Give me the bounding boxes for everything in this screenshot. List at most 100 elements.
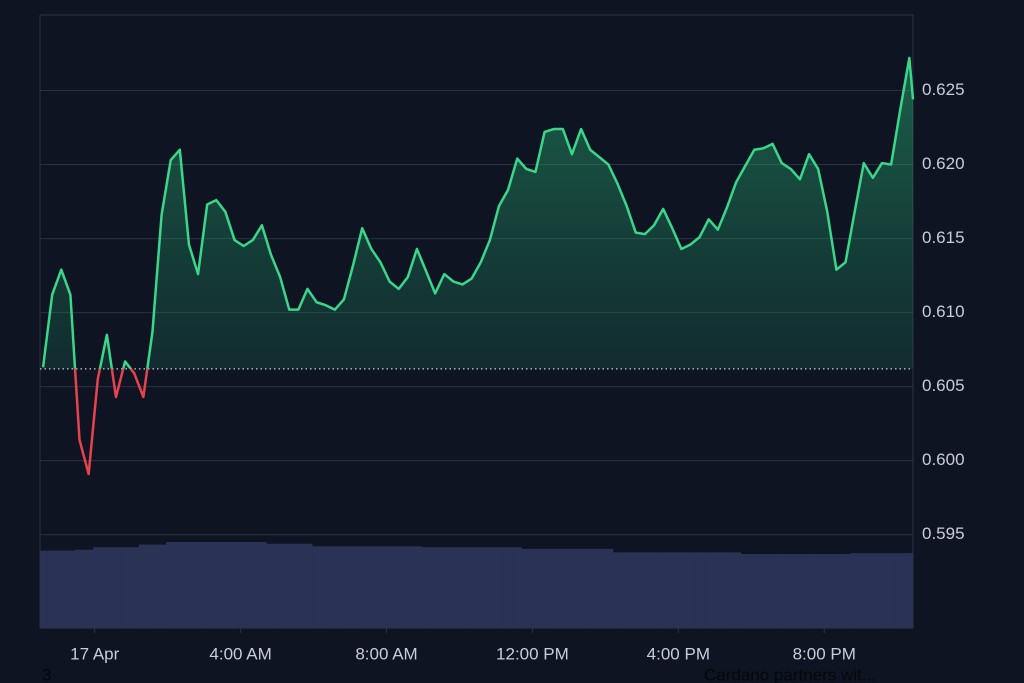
volume-bar [211, 542, 222, 628]
volume-bar [877, 553, 887, 628]
volume-bar [366, 546, 377, 628]
volume-bar [612, 552, 623, 628]
volume-bar [430, 547, 441, 628]
volume-bar [220, 542, 231, 628]
volume-bar [93, 547, 103, 628]
news-count: 3 [42, 665, 51, 683]
volume-bar [758, 554, 769, 628]
volume-bar [795, 554, 805, 628]
volume-bar [713, 552, 723, 628]
price-area [43, 57, 913, 369]
volume-bar [193, 542, 203, 628]
x-tick-label: 12:00 PM [496, 644, 569, 663]
volume-bar [558, 548, 568, 628]
volume-bar [421, 547, 431, 628]
volume-bar [667, 552, 678, 628]
volume-bar [503, 547, 513, 628]
volume-bar [676, 552, 687, 628]
volume-bar [111, 547, 121, 628]
volume-bar [56, 550, 67, 628]
volume-bar [631, 552, 641, 628]
volume-bar [658, 552, 668, 628]
volume-bar [147, 544, 158, 628]
volume-bar [649, 552, 659, 628]
volume-bar [375, 546, 386, 628]
volume-bar [293, 543, 304, 628]
volume-bar [74, 549, 85, 628]
volume-bar [84, 549, 94, 628]
volume-bar [777, 554, 787, 628]
volume-bar [859, 553, 869, 628]
volume-bar [886, 553, 896, 628]
volume-bar [685, 552, 696, 628]
volume-bar [722, 552, 732, 628]
volume-bar [348, 546, 358, 628]
volume-bar [485, 547, 495, 628]
volume-bar [850, 553, 860, 628]
volume-bar [266, 543, 276, 628]
volume-bar [448, 547, 459, 628]
volume-bar [47, 550, 58, 628]
volume-bar [576, 548, 586, 628]
y-tick-label: 0.615 [922, 228, 965, 247]
volume-bar [768, 554, 778, 628]
volume-bar [129, 547, 140, 628]
volume-bar [457, 547, 468, 628]
volume-bar [394, 546, 404, 628]
volume-bar [749, 554, 760, 628]
volume-bar [439, 547, 450, 628]
volume-bar [813, 554, 824, 628]
volume-bar [184, 542, 194, 628]
y-tick-label: 0.625 [922, 80, 965, 99]
y-tick-label: 0.610 [922, 302, 965, 321]
volume-bar [868, 553, 878, 628]
volume-bar [831, 554, 842, 628]
volume-bar [385, 546, 395, 628]
volume-bar [603, 548, 614, 628]
volume-bar [840, 554, 851, 628]
volume-bar [166, 542, 176, 628]
volume-bar [540, 548, 550, 628]
volume-bar [786, 554, 796, 628]
volume-bar [229, 542, 240, 628]
volume-bar [740, 554, 751, 628]
news-headline: Cardano partners wit... [704, 665, 876, 683]
volume-bar [530, 548, 541, 628]
y-tick-label: 0.620 [922, 154, 965, 173]
volume-bar [494, 547, 504, 628]
price-line-up [41, 56, 915, 369]
volume-bar [695, 552, 705, 628]
volume-bar [512, 547, 523, 628]
volume-bar [175, 542, 185, 628]
volume-bar [822, 554, 833, 628]
volume-bar [804, 554, 814, 628]
y-tick-label: 0.605 [922, 376, 965, 395]
volume-bar [357, 546, 368, 628]
volume-bar [521, 548, 532, 628]
x-tick-label: 17 Apr [70, 644, 119, 663]
x-tick-label: 4:00 AM [209, 644, 271, 663]
volume-bar [257, 542, 267, 628]
y-tick-label: 0.595 [922, 524, 965, 543]
volume-bar [476, 547, 486, 628]
volume-bar [731, 552, 741, 628]
volume-bar [704, 552, 714, 628]
volume-bar [312, 546, 322, 628]
volume-bar [248, 542, 258, 628]
volume-bar [40, 550, 48, 628]
volume-bar [275, 543, 285, 628]
volume-bar [594, 548, 605, 628]
x-tick-label: 4:00 PM [647, 644, 710, 663]
volume-bar [330, 546, 340, 628]
volume-bar [622, 552, 632, 628]
volume-bar [339, 546, 349, 628]
volume-bar [567, 548, 577, 628]
volume-bar [284, 543, 295, 628]
volume-bar [120, 547, 130, 628]
volume-bar [302, 543, 313, 628]
volume-bar [549, 548, 559, 628]
x-tick-label: 8:00 PM [793, 644, 856, 663]
volume-bar [239, 542, 249, 628]
